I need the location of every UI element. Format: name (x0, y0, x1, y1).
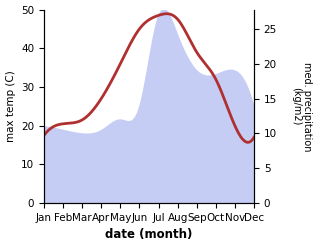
Y-axis label: med. precipitation
(kg/m2): med. precipitation (kg/m2) (291, 62, 313, 151)
X-axis label: date (month): date (month) (105, 228, 193, 242)
Y-axis label: max temp (C): max temp (C) (5, 70, 16, 142)
